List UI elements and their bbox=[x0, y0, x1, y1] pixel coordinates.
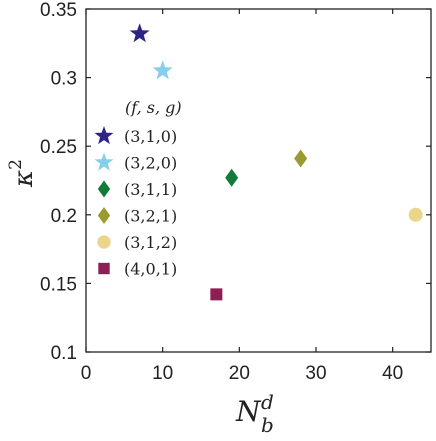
data-point-diamond bbox=[225, 168, 239, 187]
y-tick-label: 0.3 bbox=[51, 69, 77, 90]
legend-marker bbox=[94, 152, 114, 171]
y-tick-label: 0.2 bbox=[51, 206, 77, 227]
y-label-base: κ bbox=[9, 170, 39, 188]
y-axis-label: κ2 bbox=[6, 159, 39, 188]
y-label-sup: 2 bbox=[6, 159, 26, 170]
legend-entry-label: (3,1,0) bbox=[124, 127, 177, 146]
x-label-base: N bbox=[235, 395, 262, 428]
data-point-circle bbox=[408, 207, 423, 222]
legend-entry-label: (3,2,0) bbox=[124, 154, 177, 173]
legend-entry-label: (3,2,1) bbox=[124, 207, 177, 226]
x-tick-label: 30 bbox=[305, 363, 326, 384]
data-point-star bbox=[129, 23, 150, 43]
y-tick-label: 0.35 bbox=[40, 0, 77, 21]
legend-entry-label: (3,1,2) bbox=[124, 233, 177, 252]
data-markers bbox=[129, 23, 423, 301]
data-point-star bbox=[152, 60, 173, 80]
x-tick-label: 20 bbox=[229, 363, 250, 384]
legend-marker bbox=[94, 126, 114, 145]
x-axis-ticks: 0 10 20 30 40 bbox=[81, 9, 403, 384]
data-point-diamond bbox=[294, 149, 308, 168]
y-tick-label: 0.15 bbox=[40, 274, 77, 295]
legend-marker bbox=[98, 262, 110, 275]
plot-frame bbox=[85, 8, 432, 353]
y-tick-label: 0.25 bbox=[40, 137, 77, 158]
x-label-sup: d bbox=[261, 390, 274, 414]
legend-entry-label: (3,1,1) bbox=[124, 180, 177, 199]
legend: (f, s, g) (3,1,0) (3,2,0) (3,1,1) (3,2,1) (3… bbox=[94, 98, 182, 279]
x-axis-label: N d b bbox=[235, 390, 274, 437]
legend-title: (f, s, g) bbox=[125, 98, 182, 117]
y-tick-label: 0.1 bbox=[51, 343, 77, 364]
svg-text:κ2: κ2 bbox=[6, 159, 39, 188]
x-label-sub: b bbox=[261, 413, 274, 437]
y-axis-ticks: 0.1 0.15 0.2 0.25 0.3 0.35 bbox=[40, 0, 431, 364]
legend-marker bbox=[97, 206, 111, 225]
x-tick-label: 10 bbox=[152, 363, 173, 384]
data-point-square bbox=[210, 288, 223, 301]
x-tick-label: 40 bbox=[382, 363, 403, 384]
legend-entry-label: (4,0,1) bbox=[124, 260, 177, 279]
plot-border bbox=[85, 8, 432, 353]
legend-marker bbox=[97, 180, 111, 198]
legend-marker bbox=[97, 235, 111, 249]
x-tick-label: 0 bbox=[81, 363, 92, 384]
